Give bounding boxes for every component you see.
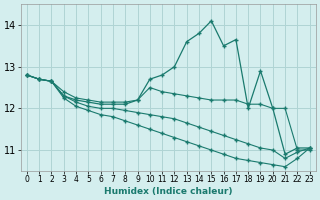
X-axis label: Humidex (Indice chaleur): Humidex (Indice chaleur) [104,187,233,196]
